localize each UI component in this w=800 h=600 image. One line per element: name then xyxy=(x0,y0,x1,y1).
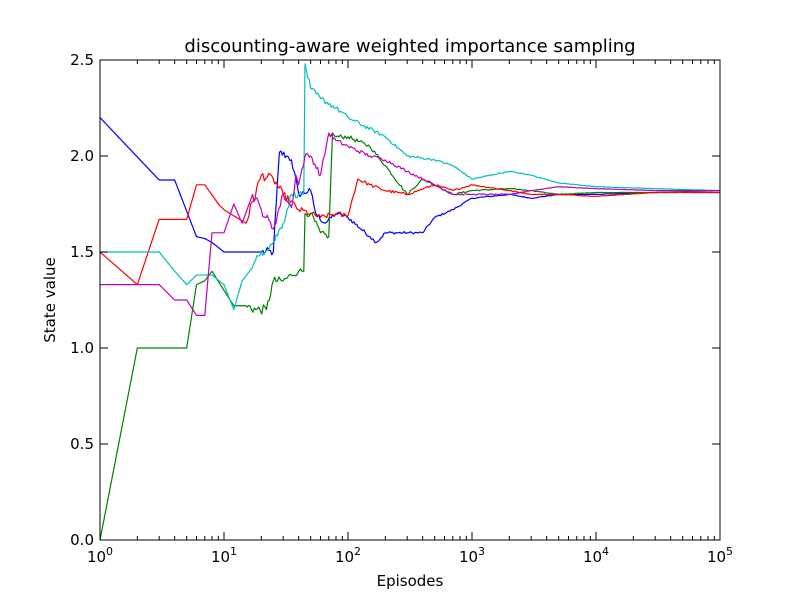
x-tick-label: 102 xyxy=(335,545,361,566)
x-tick-label: 103 xyxy=(459,545,485,566)
x-tick-label: 104 xyxy=(583,545,609,566)
y-tick-label: 0.5 xyxy=(70,435,94,453)
series-line-5 xyxy=(100,132,721,316)
series-line-1 xyxy=(99,117,721,256)
series-line-3 xyxy=(99,172,721,286)
tick-layer: 100 101 102 103 104 105 0.0 0.5 1.0 1.5 2.0 2.5 xyxy=(70,51,733,566)
y-tick-label: 2.5 xyxy=(70,51,94,69)
x-tick-label: 105 xyxy=(707,545,733,566)
series-line-4 xyxy=(100,63,721,311)
y-tick-label: 1.5 xyxy=(70,243,94,261)
y-axis-label: State value xyxy=(41,257,59,342)
chart-title: discounting-aware weighted importance sa… xyxy=(184,36,635,57)
x-tick-label: 101 xyxy=(211,545,237,566)
y-tick-label: 1.0 xyxy=(70,339,94,357)
x-axis-label: Episodes xyxy=(377,572,444,590)
series-layer xyxy=(99,63,721,541)
series-line-2 xyxy=(99,132,721,541)
plot-frame xyxy=(99,59,721,541)
y-tick-label: 2.0 xyxy=(70,147,94,165)
x-tick-label: 100 xyxy=(87,545,113,566)
y-tick-label: 0.0 xyxy=(70,531,94,549)
